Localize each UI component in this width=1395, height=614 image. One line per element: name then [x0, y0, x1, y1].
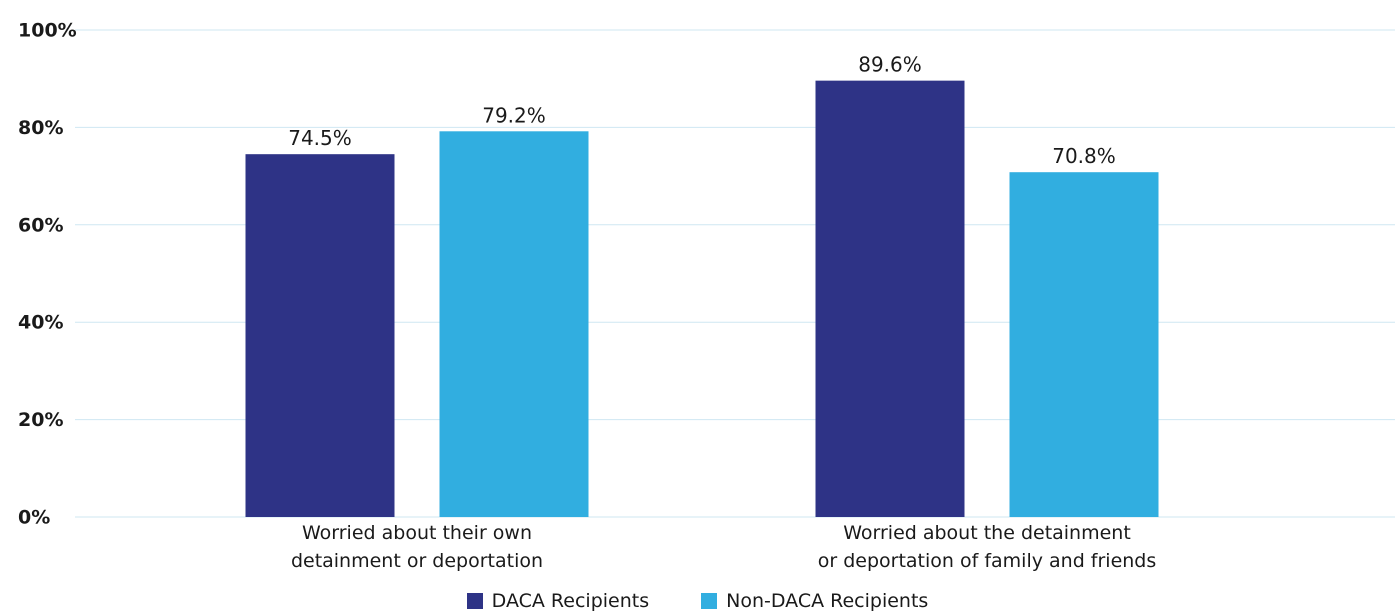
category-label: or deportation of family and friends	[818, 550, 1157, 572]
bar-chart: 0% 20% 40% 60% 80% 100% 74.5% 79.2% Worried abou…	[18, 20, 1395, 572]
y-tick-label: 0%	[18, 507, 50, 529]
category-label: Worried about their own	[302, 522, 532, 544]
y-tick-label: 40%	[18, 312, 63, 334]
y-tick-label: 100%	[18, 20, 77, 42]
legend: DACA Recipients Non-DACA Recipients	[0, 588, 1395, 614]
data-label: 79.2%	[482, 103, 546, 127]
legend-item-non-daca: Non-DACA Recipients	[701, 590, 928, 612]
legend-label-daca: DACA Recipients	[491, 590, 650, 612]
category-label: Worried about the detainment	[843, 522, 1131, 544]
bar	[245, 154, 395, 517]
bar	[1009, 172, 1159, 518]
bar	[439, 131, 589, 517]
category-label: detainment or deportation	[291, 550, 543, 572]
y-tick-label: 20%	[18, 409, 63, 431]
legend-item-daca: DACA Recipients	[466, 590, 650, 612]
y-tick-label: 80%	[18, 117, 63, 139]
data-label: 74.5%	[288, 126, 352, 150]
bar	[815, 80, 965, 517]
y-tick-label: 60%	[18, 214, 63, 236]
legend-swatch-non-daca	[701, 593, 718, 609]
data-label: 89.6%	[858, 53, 922, 77]
data-label: 70.8%	[1052, 144, 1116, 168]
legend-swatch-daca	[466, 593, 483, 609]
legend-label-non-daca: Non-DACA Recipients	[726, 590, 929, 612]
